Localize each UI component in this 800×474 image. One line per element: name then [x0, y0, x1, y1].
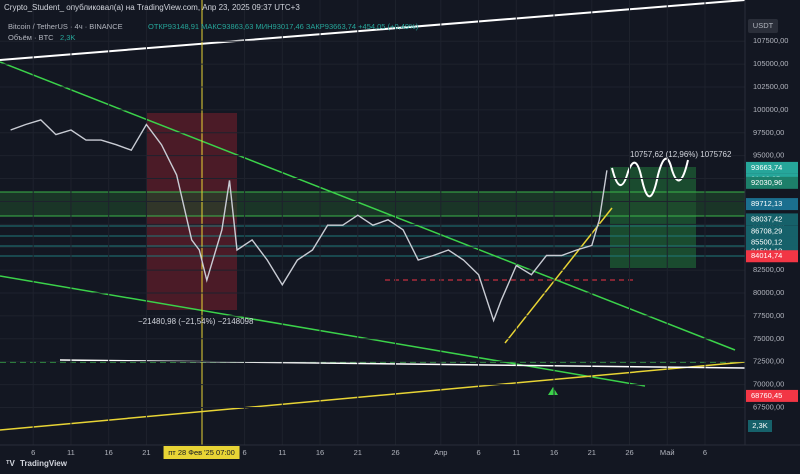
crosshair-badge [163, 446, 240, 459]
price-line [10, 119, 608, 323]
currency-badge [748, 19, 778, 33]
price-badge [746, 198, 798, 211]
y-tick-label: 80000,00 [753, 288, 784, 297]
volume-value: 2,3K [60, 33, 75, 42]
y-tick-label: 95000,00 [753, 151, 784, 160]
volume-badge-text: 2,3K [752, 421, 767, 430]
price-badge-text: 92030,96 [751, 178, 782, 187]
x-tick-label: 6 [476, 448, 480, 457]
x-tick-label: 26 [625, 448, 633, 457]
y-tick-label: 100000,00 [753, 105, 788, 114]
volume-badge [748, 420, 772, 432]
x-tick-label: 21 [354, 448, 362, 457]
x-tick-label: 16 [105, 448, 113, 457]
trend-line [0, 361, 746, 431]
plot [0, 0, 745, 445]
y-tick-label: 105000,00 [753, 59, 788, 68]
support-band [0, 192, 745, 216]
price-badge-text: 88037,42 [751, 214, 782, 223]
x-tick-label: 11 [512, 448, 520, 457]
price-badge-text: 84014,74 [751, 251, 782, 260]
x-tick-label: 11 [67, 448, 75, 457]
annotation: −21480,98 (−21,54%) −2148098 [138, 317, 254, 326]
y-tick-label: 70000,00 [753, 380, 784, 389]
x-tick-label: 26 [391, 448, 399, 457]
price-badge-text: 93663,74 [751, 163, 782, 172]
y-tick-label: 82500,00 [753, 265, 784, 274]
y-tick-label: 107500,00 [753, 36, 788, 45]
brand-logo: ᵀV [6, 459, 15, 468]
price-badge [746, 236, 798, 249]
up-arrow [548, 387, 558, 395]
x-tick-label: 11 [278, 448, 286, 457]
x-tick-label: 6 [31, 448, 35, 457]
ohlc: ОТКР93148,91 МАКС93863,63 МИН93017,46 ЗА… [148, 22, 419, 31]
y-tick-label: 67500,00 [753, 402, 784, 411]
price-badge-text: 68760,45 [751, 391, 782, 400]
x-tick-label: 21 [142, 448, 150, 457]
forecast-path [611, 157, 689, 198]
x-tick-label: Апр [434, 448, 447, 457]
price-badge-text: 89712,13 [751, 199, 782, 208]
x-tick-label: 6 [703, 448, 707, 457]
rise-zone [610, 167, 696, 268]
x-tick-label: 21 [588, 448, 596, 457]
y-tick-label: 77500,00 [753, 311, 784, 320]
y-tick-label: 75000,00 [753, 334, 784, 343]
price-badge [746, 389, 798, 402]
y-tick-label: 102500,00 [753, 82, 788, 91]
publisher: Crypto_Student_ опубликовал(а) на Tradin… [4, 3, 300, 12]
price-badge [746, 225, 798, 238]
volume-label: Объём · BTC [8, 33, 54, 42]
crosshair-label: пт 28 Фев '25 07:00 [168, 448, 235, 457]
y-tick-label: 72500,00 [753, 357, 784, 366]
trend-line [0, 0, 746, 61]
x-tick-label: 16 [550, 448, 558, 457]
price-badge [746, 161, 798, 174]
trend-line [504, 207, 613, 344]
brand: TradingView [20, 459, 68, 468]
price-badge [746, 176, 798, 189]
x-tick-label: Май [660, 448, 675, 457]
trend-line [0, 275, 646, 387]
price-badge-text: 86708,29 [751, 227, 782, 236]
symbol: Bitcoin / TetherUS · 4ч · BINANCE [8, 22, 123, 31]
price-badge [746, 250, 798, 263]
price-badge [746, 213, 798, 226]
currency: USDT [753, 21, 774, 30]
x-tick-label: 6 [242, 448, 246, 457]
annotation: 10757,62 (12,96%) 1075762 [630, 150, 732, 159]
x-tick-label: 16 [316, 448, 324, 457]
price-badge-text: 85500,12 [751, 238, 782, 247]
y-tick-label: 97500,00 [753, 128, 784, 137]
